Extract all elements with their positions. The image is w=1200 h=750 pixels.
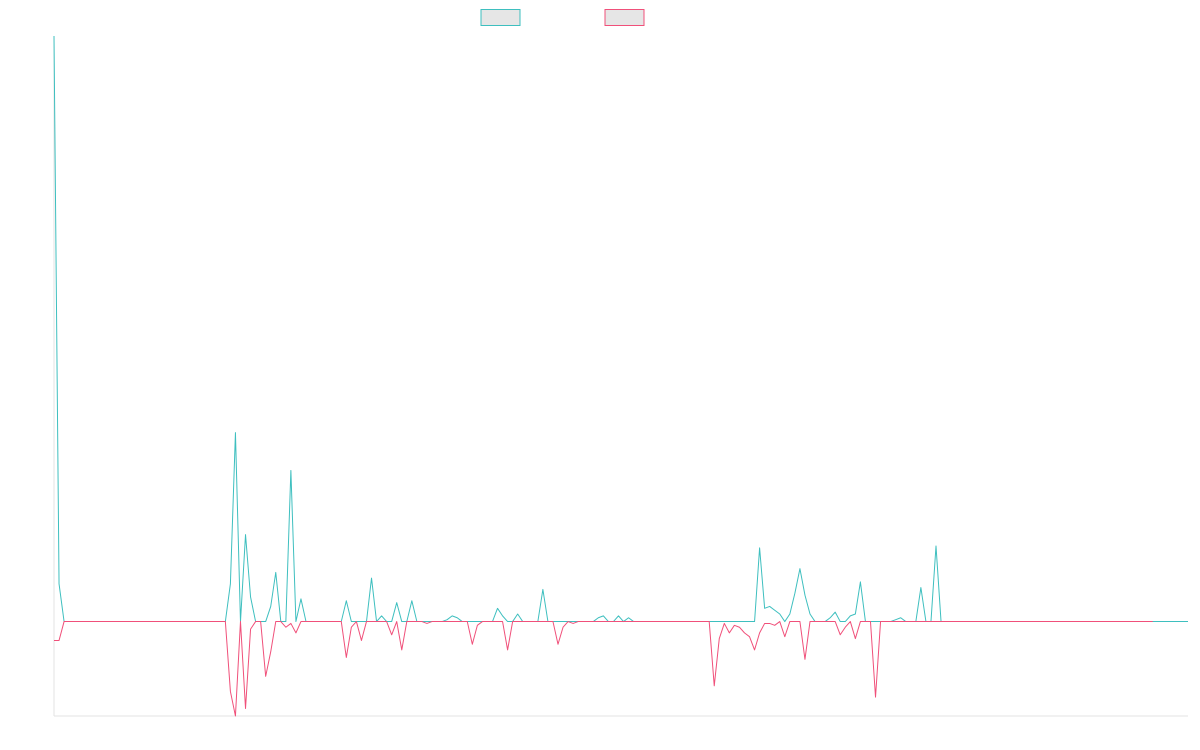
axes (53, 36, 1188, 717)
legend-swatch-2[interactable] (604, 9, 645, 26)
legend[interactable] (480, 9, 645, 26)
series-points-1 (53, 35, 1189, 622)
series-layer (53, 35, 1189, 717)
series-line-1 (53, 35, 1188, 623)
series-line-2 (54, 621, 1153, 717)
series-points-2 (53, 621, 1153, 717)
legend-swatch-1[interactable] (480, 9, 521, 26)
